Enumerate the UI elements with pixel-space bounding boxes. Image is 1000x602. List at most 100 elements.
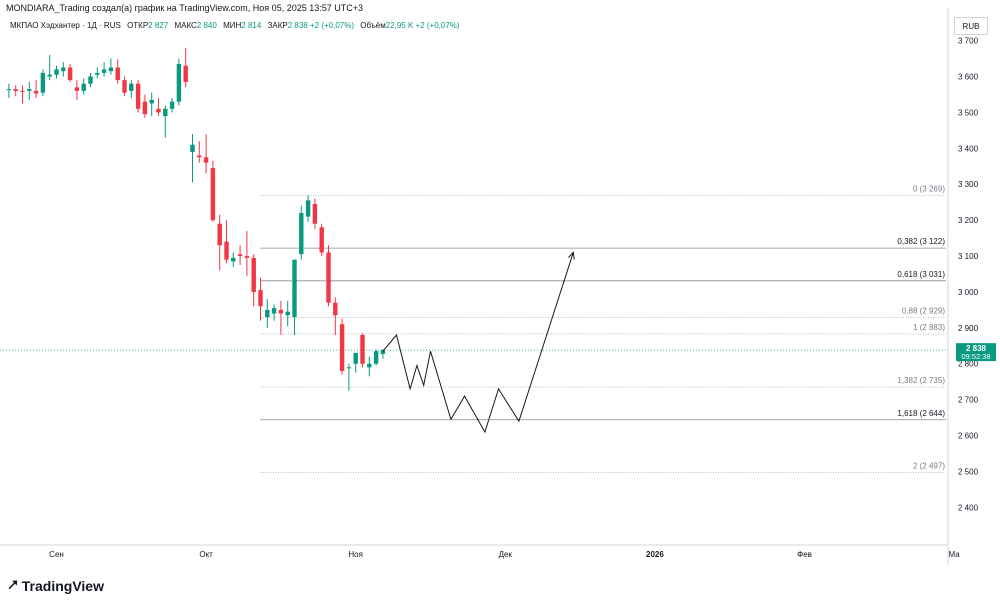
candle-body (339, 324, 345, 371)
candle-body (251, 257, 256, 292)
candle-body (224, 241, 229, 260)
projection-line[interactable] (382, 252, 574, 434)
candle-body (176, 63, 182, 102)
candle-body (183, 65, 188, 82)
candle-body (312, 203, 318, 224)
y-tick-label: 2 500 (958, 467, 979, 476)
candle-body (47, 74, 52, 77)
candle-body (197, 155, 202, 158)
candle-body (74, 87, 80, 91)
candlesticks (6, 47, 386, 391)
candle-body (210, 168, 216, 221)
x-tick-label: Ма (948, 550, 960, 559)
candle-body (258, 290, 263, 307)
close-value: 2 838 (287, 21, 308, 30)
x-tick-label: Ноя (348, 550, 363, 559)
fib-level-label: 2 (2 497) (913, 462, 945, 471)
candle-body (346, 367, 352, 369)
currency-button[interactable]: RUB (954, 17, 988, 35)
volume-change-value: +2 (+0,07%) (415, 21, 460, 30)
tradingview-logo-text: TradingView (21, 577, 104, 594)
candle-body (101, 69, 107, 73)
y-tick-label: 2 700 (958, 396, 979, 405)
fib-level-label: 0 (3 269) (913, 184, 945, 193)
fib-level-label: 1,382 (2 735) (897, 376, 945, 385)
y-tick-label: 2 400 (958, 503, 979, 512)
y-tick-label: 2 900 (958, 324, 979, 333)
price-axis: 3 700 3 600 3 500 3 400 3 300 3 200 3 100 3 000… (958, 37, 979, 513)
x-tick-label: Дек (499, 550, 513, 559)
y-tick-label: 3 400 (958, 144, 979, 153)
candle-body (190, 144, 195, 152)
candle-body (360, 335, 365, 364)
candle-body (149, 99, 154, 104)
candle-body (61, 67, 66, 72)
change-value: +2 (+0,07%) (309, 21, 354, 30)
tradingview-logo[interactable]: ⭧ TradingView (8, 577, 104, 594)
candle-body (156, 108, 161, 113)
candle-body (108, 67, 114, 72)
candle-body (285, 311, 290, 316)
x-tick-label: Окт (199, 550, 213, 559)
symbol-legend: МКПАО Хэдхантер · 1Д · RUS ОТКР2 827 МАК… (10, 21, 460, 30)
candle-body (169, 101, 175, 109)
time-axis: Сен Окт Ноя Дек 2026 Фев Ма (49, 550, 960, 559)
candle-body (54, 69, 59, 75)
candle-body (265, 309, 270, 318)
price-tag-background (956, 343, 996, 362)
price-tag-value: 2 838 (966, 344, 987, 353)
y-tick-label: 3 000 (958, 288, 979, 297)
grid-lines (0, 8, 949, 565)
y-tick-label: 2 600 (958, 432, 979, 441)
candle-body (326, 252, 331, 303)
y-tick-label: 3 600 (958, 73, 979, 82)
candle-body (27, 89, 32, 91)
fib-level-label: 0,618 (3 031) (897, 270, 945, 279)
fib-level-label: 0,382 (3 122) (897, 237, 945, 246)
fibonacci-levels: 0 (3 269) 0,382 (3 122) 0,618 (3 031) 0,88 … (0, 184, 948, 473)
candle-body (6, 89, 12, 91)
y-tick-label: 3 200 (958, 216, 979, 225)
candle-body (88, 76, 93, 84)
volume-value: 22,95 K (385, 21, 414, 30)
chart-caption: MONDIARA_Trading создал(а) график на Tra… (6, 3, 363, 13)
candle-body (163, 108, 168, 117)
volume-label: Объём (360, 21, 386, 30)
symbol-name[interactable]: МКПАО Хэдхантер · 1Д · RUS (10, 21, 121, 30)
projection-arrowhead (568, 251, 575, 260)
candle-body (231, 257, 236, 262)
y-tick-label: 3 300 (958, 180, 979, 189)
candle-body (135, 83, 141, 109)
candle-body (292, 259, 297, 318)
candle-body (115, 67, 120, 81)
candle-body (299, 212, 304, 255)
high-label: МАКС (174, 21, 197, 30)
low-value: 2 814 (241, 21, 262, 30)
candle-body (95, 72, 100, 75)
candle-body (67, 67, 73, 81)
x-tick-label: Сен (49, 550, 64, 559)
tradingview-mark-icon: ⭧ (8, 577, 18, 594)
high-value: 2 840 (196, 21, 217, 30)
fib-level-label: 1,618 (2 644) (897, 409, 945, 418)
price-tag-time: 09:52:38 (961, 352, 990, 361)
x-tick-label: 2026 (646, 550, 664, 559)
candle-body (81, 83, 86, 91)
candle-body (333, 302, 338, 316)
candle-body (380, 350, 386, 355)
candle-body (33, 90, 39, 94)
candle-body (319, 227, 324, 253)
close-label: ЗАКР (267, 21, 288, 30)
low-label: МИН (223, 21, 242, 30)
fib-level-label: 0,88 (2 929) (902, 306, 945, 315)
open-label: ОТКР (127, 21, 149, 30)
candle-body (244, 256, 250, 258)
candle-body (20, 90, 25, 92)
x-tick-label: Фев (797, 550, 812, 559)
y-tick-label: 3 700 (958, 37, 979, 46)
projection-path (382, 251, 575, 434)
candle-body (353, 352, 358, 364)
y-tick-label: 3 100 (958, 252, 979, 261)
candle-body (278, 309, 284, 314)
